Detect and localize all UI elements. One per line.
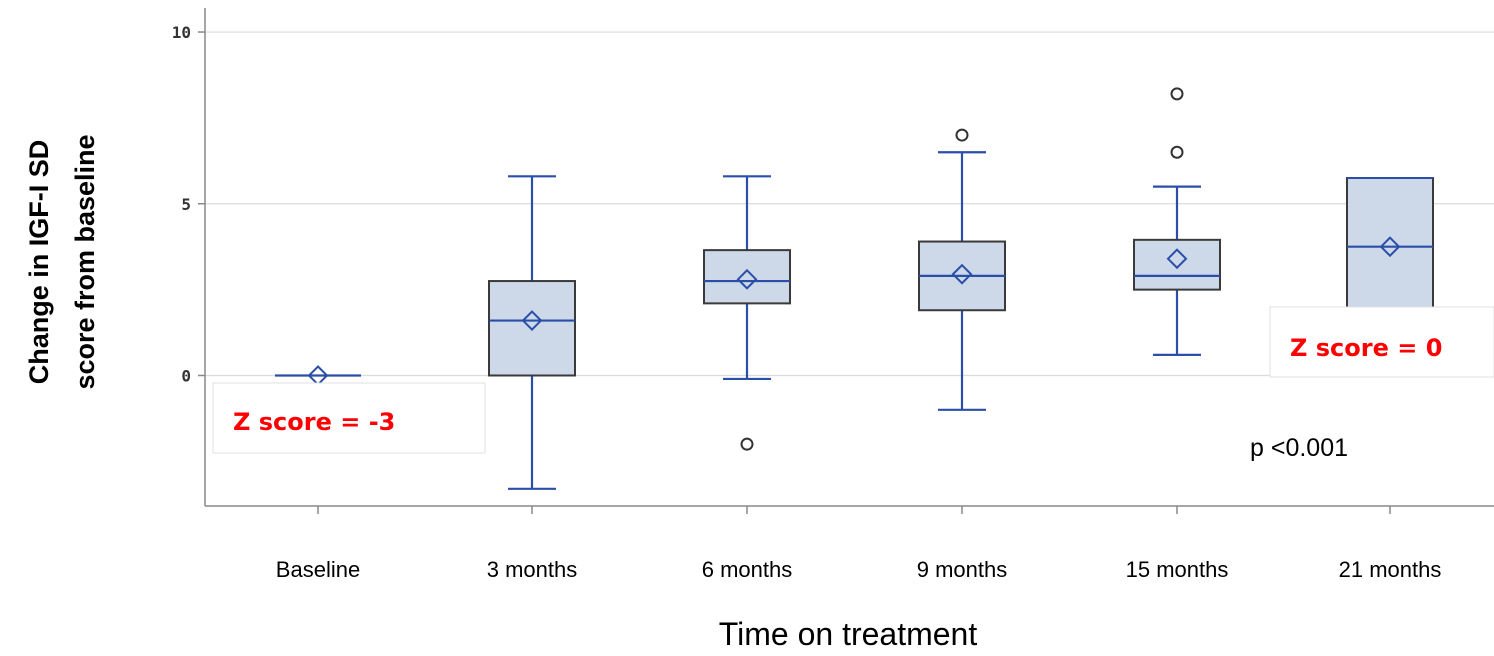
y-tick-label-0: 0	[181, 366, 191, 385]
z-baseline-label: Z score = -3	[233, 408, 395, 436]
mean-marker	[1379, 236, 1401, 258]
box-iqr	[1133, 238, 1221, 291]
mean-marker	[951, 263, 973, 285]
x-tick-label-3-months: 3 months	[487, 557, 578, 582]
outlier-point-1	[1170, 87, 1184, 101]
y-axis-title-line-1: Change in IGF-I SD	[24, 140, 54, 385]
box-3-months	[488, 175, 576, 490]
x-tick-label-baseline: Baseline	[276, 557, 360, 582]
y-tick-label-5: 5	[181, 195, 191, 214]
box-21-months	[1346, 177, 1434, 315]
x-tick-label-6-months: 6 months	[702, 557, 793, 582]
x-axis-title: Time on treatment	[719, 616, 978, 652]
box-layer	[275, 87, 1434, 490]
z-21m-label: Z score = 0	[1290, 334, 1442, 362]
x-tick-label-21-months: 21 months	[1339, 557, 1442, 582]
p-value-label: p <0.001	[1250, 434, 1348, 462]
mean-marker	[736, 268, 758, 290]
y-axis-title-line-2: score from baseline	[70, 134, 100, 389]
mean-marker	[521, 310, 543, 331]
box-15-months	[1133, 87, 1221, 356]
z-baseline-frame	[212, 382, 486, 454]
box-baseline	[275, 365, 361, 386]
mean-marker	[1166, 248, 1188, 270]
x-tick-label-9-months: 9 months	[917, 557, 1008, 582]
y-tick-label-10: 10	[172, 23, 191, 42]
x-ticks: Baseline 3 months 6 months 9 months 15 month…	[276, 506, 1442, 582]
y-ticks: 0 5 10	[172, 23, 205, 385]
outlier-point-0	[955, 128, 969, 142]
axes-layer	[204, 8, 1494, 507]
box-iqr	[703, 249, 791, 305]
box-9-months	[918, 128, 1006, 411]
outlier-point-0	[740, 437, 754, 451]
box-6-months	[703, 175, 791, 451]
x-tick-label-15-months: 15 months	[1126, 557, 1229, 582]
z-21m-frame	[1269, 306, 1494, 378]
outlier-point-0	[1170, 145, 1184, 159]
